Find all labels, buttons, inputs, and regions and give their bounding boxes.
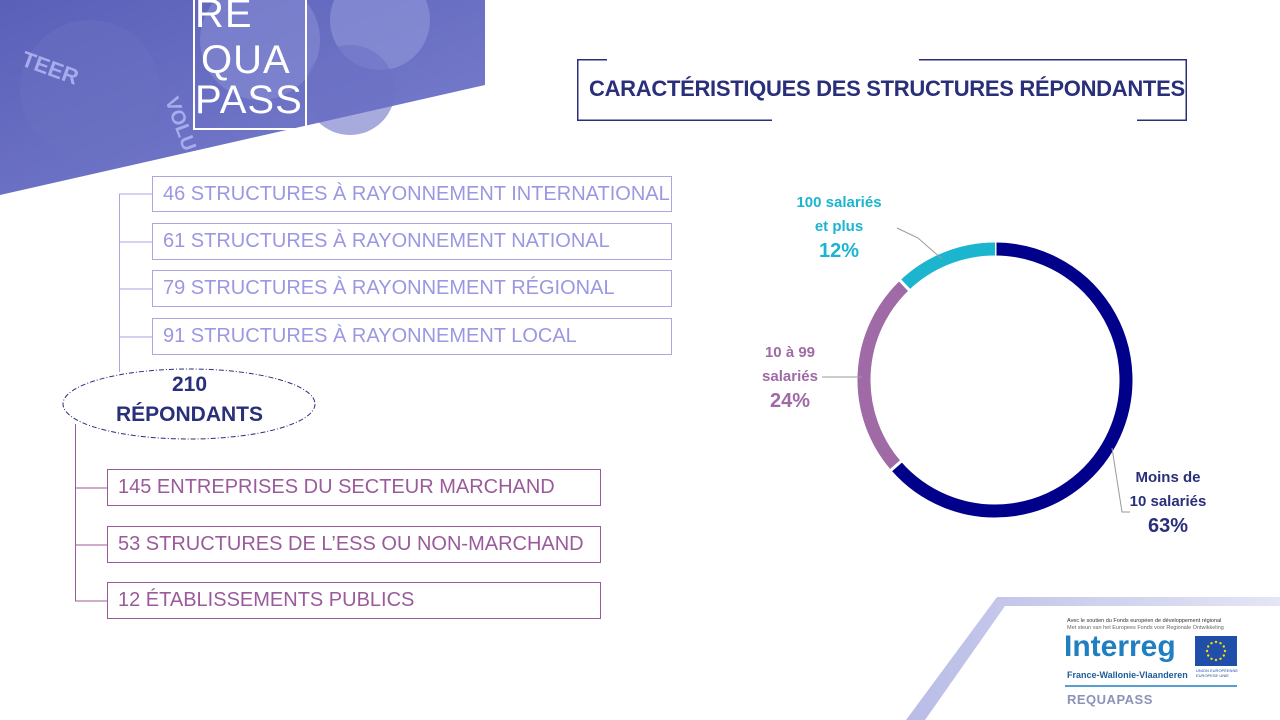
eu-star-icon	[1219, 642, 1222, 645]
slice-label-small: Moins de 10 salariés 63%	[1110, 466, 1226, 538]
slice-small-companies	[891, 242, 1133, 518]
eu-star-icon	[1214, 658, 1218, 662]
eu-star-icon	[1219, 657, 1222, 660]
eu-star-icon	[1222, 645, 1225, 648]
eu-star-icon	[1222, 654, 1225, 657]
leader-line-small	[1111, 447, 1130, 513]
header-banner: TEER VOLU	[0, 0, 485, 195]
eu-text-1: UNION EUROPÉENNE	[1196, 668, 1239, 673]
interreg-wordmark: Interreg	[1064, 630, 1176, 663]
logo-line-1: RE	[195, 0, 253, 36]
interreg-region: France-Wallonie-Vlaanderen	[1067, 670, 1188, 680]
slice-label-medium-line1: 10 à 99	[764, 344, 816, 361]
reach-national: 61 STRUCTURES À RAYONNEMENT NATIONAL	[152, 223, 672, 260]
respondents-label: RÉPONDANTS	[115, 403, 263, 426]
reach-international: 46 STRUCTURES À RAYONNEMENT INTERNATIONA…	[152, 176, 672, 212]
slice-label-medium-line2: salariés	[762, 368, 818, 385]
eu-star-icon	[1207, 654, 1210, 657]
respondents-count: 210 RÉPONDANTS	[62, 370, 317, 440]
support-text-fr: Avec le soutien du Fonds européen de dév…	[1067, 618, 1222, 624]
slice-separator	[888, 458, 904, 473]
eu-star-icon	[1210, 642, 1213, 645]
slice-medium-companies	[857, 280, 910, 471]
eu-flag-icon	[1195, 636, 1237, 666]
eu-star-icon	[1207, 645, 1210, 648]
logo-line-3: PASS	[195, 78, 303, 122]
logo-line-2: QUA	[201, 38, 291, 82]
support-text-nl: Met steun van het Europees Fonds voor Re…	[1067, 625, 1224, 631]
leader-line-large	[896, 227, 943, 260]
donut-chart	[857, 240, 1133, 518]
slice-label-large: 100 salariés et plus 12%	[775, 191, 903, 263]
eu-star-icon	[1205, 649, 1209, 653]
slice-label-large-line2: et plus	[814, 218, 864, 235]
project-name: REQUAPASS	[1067, 692, 1153, 707]
respondents-ellipse	[62, 368, 316, 440]
reach-local: 91 STRUCTURES À RAYONNEMENT LOCAL	[152, 318, 672, 355]
eu-star-icon	[1223, 649, 1227, 653]
sector-market: 145 ENTREPRISES DU SECTEUR MARCHAND	[107, 469, 601, 506]
sector-ess: 53 STRUCTURES DE L’ESS OU NON-MARCHAND	[107, 526, 601, 563]
requapass-logo: RE QUA PASS	[193, 0, 307, 130]
slice-label-large-line1: 100 salariés	[796, 194, 882, 211]
eu-star-icon	[1214, 640, 1218, 644]
slice-label-medium: 10 à 99 salariés 24%	[735, 341, 845, 413]
slice-large-companies	[900, 242, 996, 290]
sector-public: 12 ÉTABLISSEMENTS PUBLICS	[107, 582, 601, 619]
eu-text-2: EUROPESE UNIE	[1196, 673, 1229, 678]
respondents-number: 210	[171, 373, 208, 396]
slice-separator	[897, 277, 912, 293]
slice-label-small-line1: Moins de	[1135, 469, 1201, 486]
eu-star-icon	[1210, 657, 1213, 660]
title-frame	[577, 59, 1187, 121]
slice-label-large-pct: 12%	[818, 240, 860, 262]
reach-regional: 79 STRUCTURES À RAYONNEMENT RÉGIONAL	[152, 270, 672, 307]
page-title: CARACTÉRISTIQUES DES STRUCTURES RÉPONDAN…	[589, 76, 1185, 101]
tree-connectors	[62, 193, 316, 602]
slice-label-medium-pct: 24%	[769, 390, 811, 412]
slice-label-small-pct: 63%	[1147, 515, 1189, 537]
slice-label-small-line2: 10 salariés	[1129, 493, 1207, 510]
